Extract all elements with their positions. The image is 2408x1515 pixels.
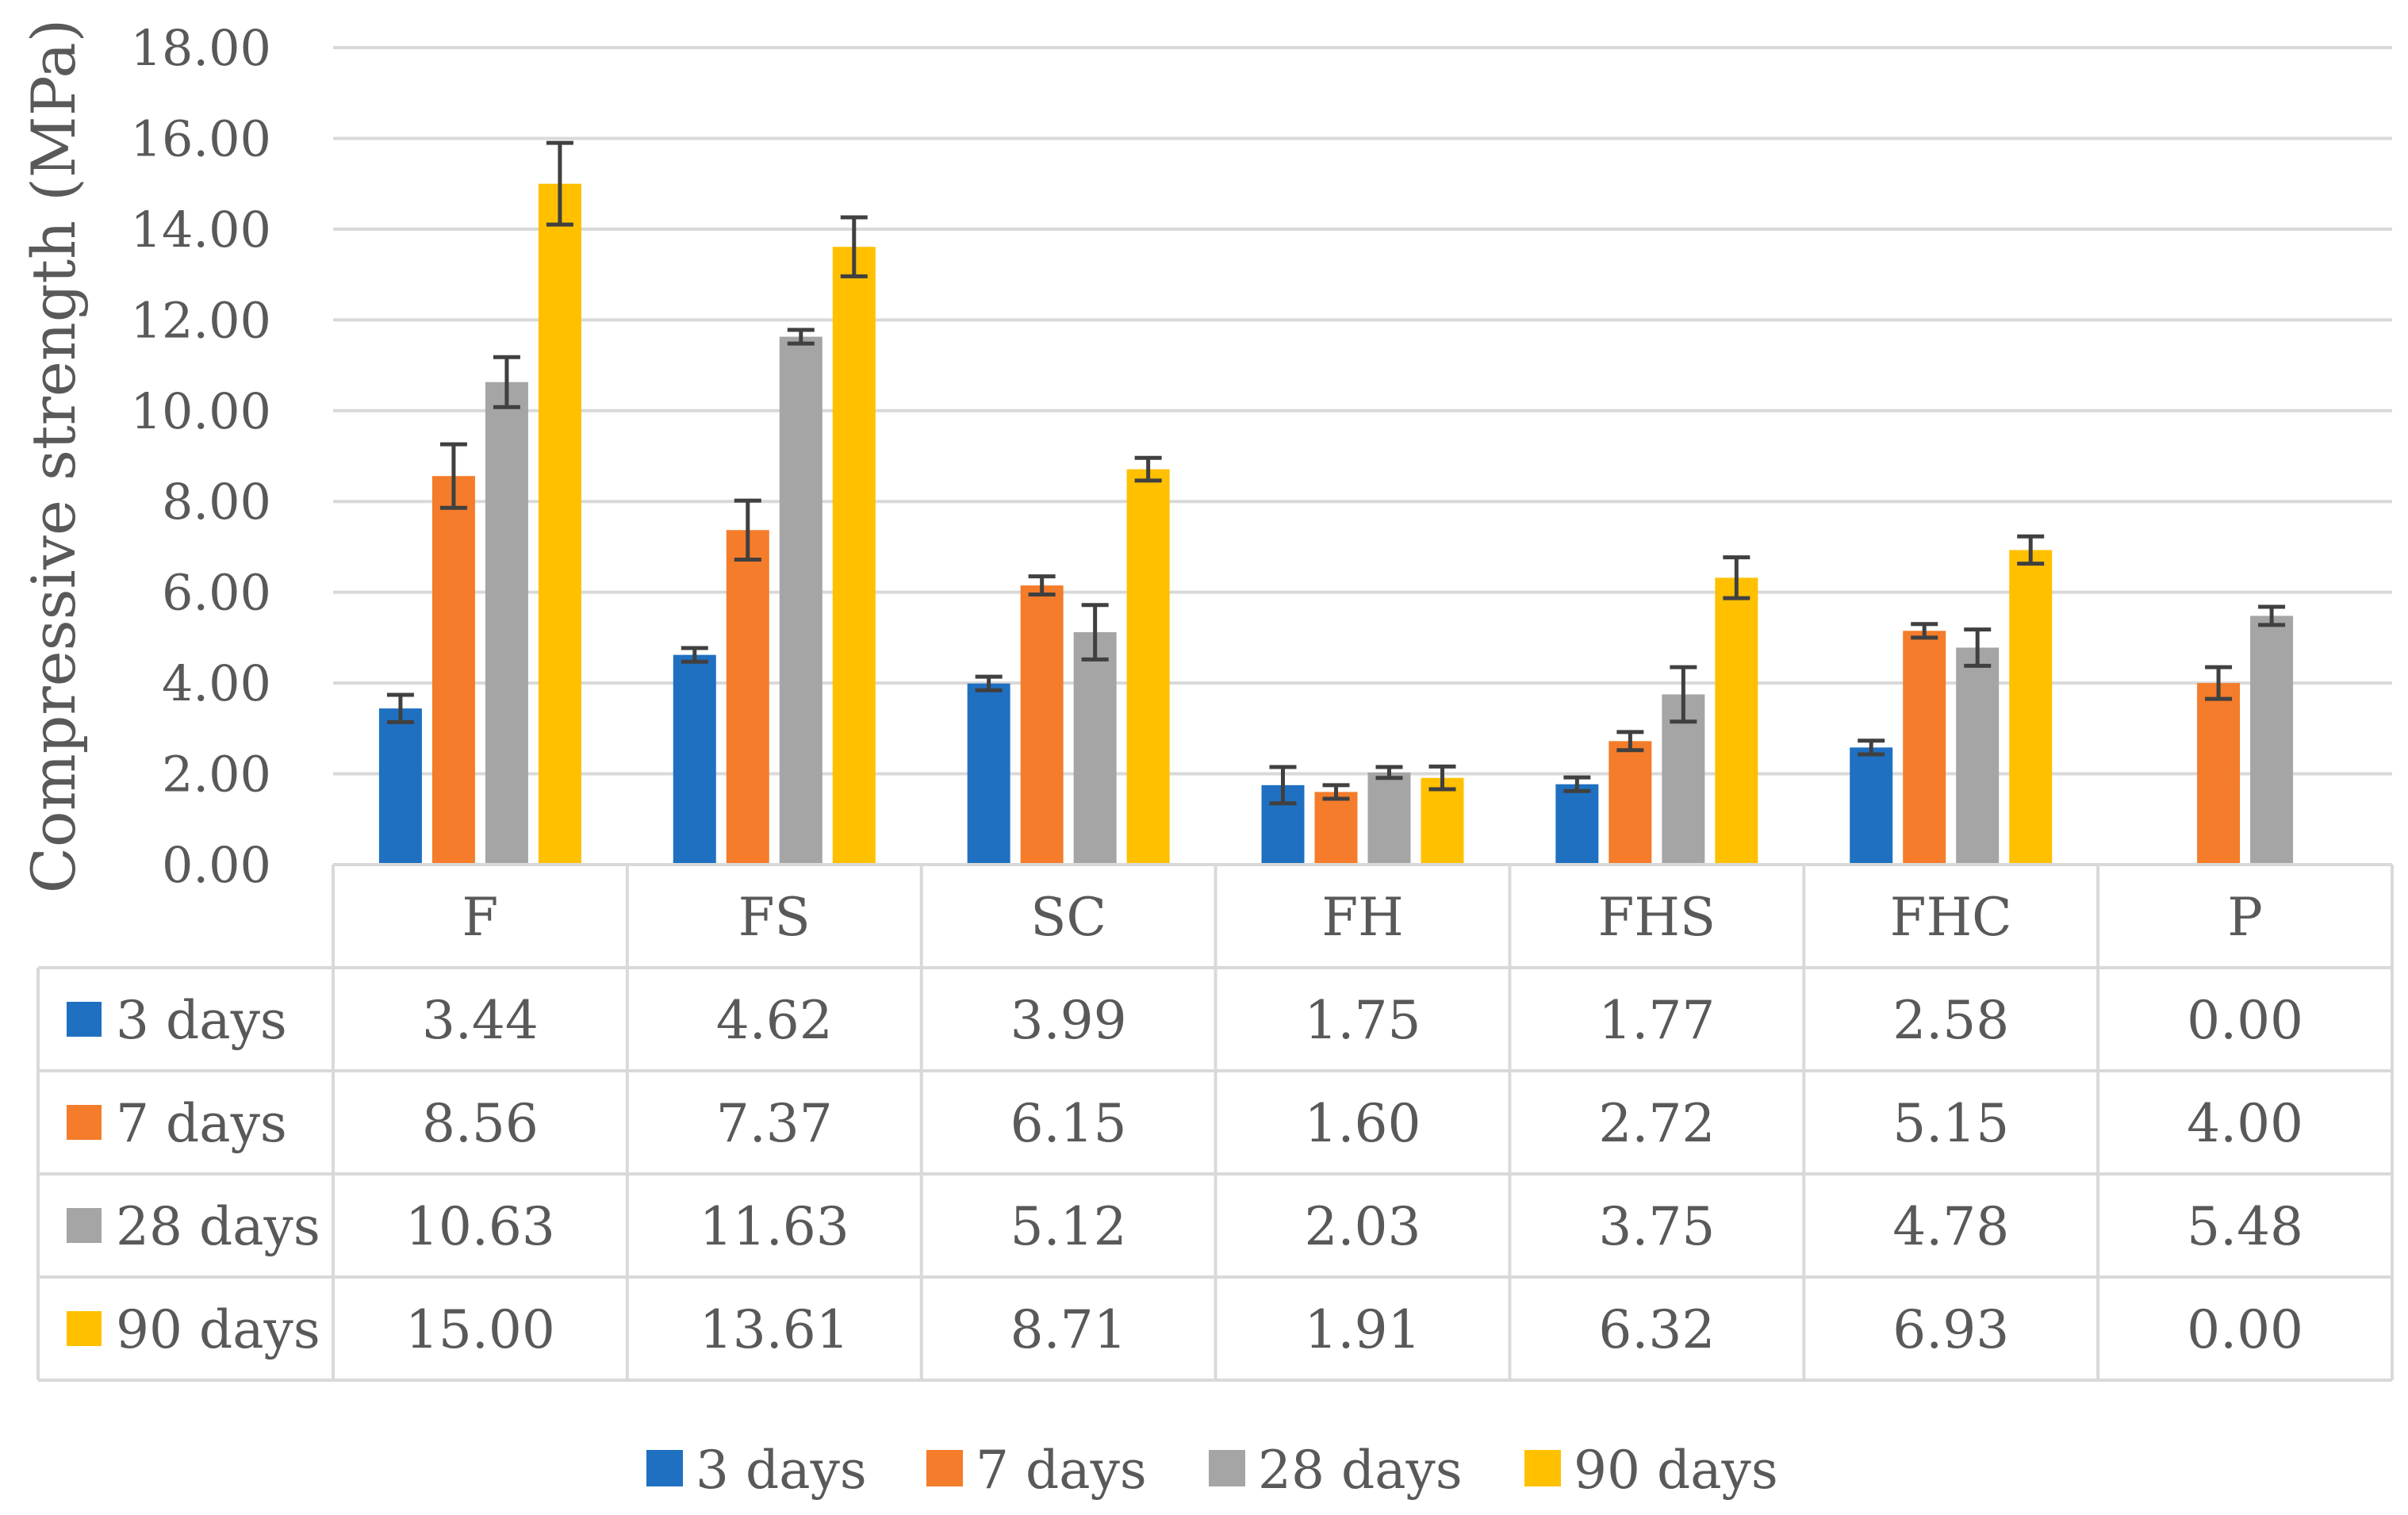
y-tick-label: 8.00 [162,473,271,531]
x-tick-label: SC [1030,887,1106,948]
y-axis-ticks: 0.00 2.00 4.00 6.00 8.00 10.00 12.00 14.00 16.00… [131,19,272,894]
table-legend-swatch [67,1105,102,1140]
bar [1421,777,1464,865]
data-label: 0.00 [2187,990,2303,1051]
bar [1314,792,1358,865]
bar [2250,616,2294,865]
data-label: 6.93 [1892,1299,2009,1360]
table-series-name: 90 days [116,1299,320,1360]
y-tick-label: 4.00 [162,654,271,712]
bar [2009,550,2053,865]
table-legend-swatch [67,1002,102,1037]
gridlines [333,46,2392,776]
x-tick-label: FS [738,887,811,948]
bar [1850,747,1893,865]
legend-label: 28 days [1258,1440,1463,1501]
data-label: 2.58 [1892,990,2009,1051]
bar [1073,632,1117,865]
bars [378,183,2294,865]
data-label: 4.78 [1892,1196,2009,1257]
bar [1367,772,1411,865]
legend-swatch [926,1450,963,1486]
data-table: F FS SC FH FHS FHC P 3 days 3.44 4.62 3.99 1.75 1.77… [36,863,2394,1382]
bar [967,683,1010,865]
bar [726,530,769,865]
bar [1715,577,1758,865]
legend-label: 90 days [1574,1440,1778,1501]
data-label: 4.00 [2187,1093,2303,1154]
data-label: 11.63 [700,1196,849,1257]
legend-label: 3 days [696,1440,867,1501]
data-label: 1.77 [1598,990,1715,1051]
y-tick-label: 10.00 [131,382,272,440]
data-label: 2.72 [1598,1093,1715,1154]
data-label: 2.03 [1305,1196,1421,1257]
data-label: 15.00 [405,1299,555,1360]
y-axis-label: Compressive strength (MPa) [18,19,89,894]
data-label: 3.44 [422,990,539,1051]
data-label: 1.91 [1305,1299,1421,1360]
table-series-name: 3 days [116,990,287,1051]
data-label: 3.99 [1010,990,1127,1051]
bar [378,708,422,865]
bar [538,183,581,865]
data-label: 1.60 [1305,1093,1421,1154]
bar [2197,683,2241,865]
bar [673,654,716,865]
data-label: 1.75 [1305,990,1421,1051]
bar [431,476,475,865]
data-label: 13.61 [700,1299,849,1360]
bar [1903,631,1946,865]
data-label: 8.56 [422,1093,539,1154]
x-tick-label: F [462,887,499,948]
data-label: 0.00 [2187,1299,2303,1360]
y-tick-label: 18.00 [131,19,272,77]
data-label: 8.71 [1010,1299,1127,1360]
y-tick-label: 16.00 [131,109,272,167]
bar [1020,585,1064,865]
data-label: 4.62 [716,990,833,1051]
table-legend-swatch [67,1311,102,1346]
legend: 3 days 7 days 28 days 90 days [646,1440,1778,1501]
data-label: 3.75 [1598,1196,1715,1257]
error-bars [386,140,2286,806]
legend-swatch [1524,1450,1561,1486]
bar [779,336,822,865]
data-label: 6.15 [1010,1093,1127,1154]
data-label: 5.12 [1010,1196,1127,1257]
data-label: 10.63 [405,1196,555,1257]
y-tick-label: 12.00 [131,291,272,349]
x-tick-label: FHS [1598,887,1716,948]
data-label: 6.32 [1598,1299,1715,1360]
data-label: 7.37 [716,1093,833,1154]
data-label: 5.48 [2187,1196,2303,1257]
legend-swatch [646,1450,683,1486]
y-tick-label: 2.00 [162,746,271,804]
y-tick-label: 14.00 [131,201,272,259]
y-tick-label: 0.00 [162,836,271,894]
x-tick-label: FH [1321,887,1403,948]
bar [1956,647,2000,865]
table-series-name: 28 days [116,1196,320,1257]
y-tick-label: 6.00 [162,564,271,622]
bar [1126,469,1170,865]
data-label: 5.15 [1892,1093,2009,1154]
bar [1609,741,1652,865]
bar [485,382,528,865]
legend-swatch [1209,1450,1245,1486]
table-legend-swatch [67,1208,102,1243]
bar [1555,784,1599,865]
legend-label: 7 days [976,1440,1147,1501]
bar [832,247,876,865]
x-tick-label: FHC [1890,887,2012,948]
x-tick-label: P [2227,887,2262,948]
table-series-name: 7 days [116,1093,287,1154]
